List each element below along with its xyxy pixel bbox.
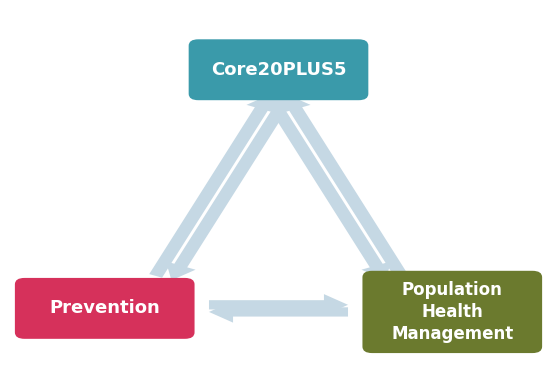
Polygon shape	[209, 294, 348, 315]
Text: Population
Health
Management: Population Health Management	[391, 281, 514, 343]
Text: Prevention: Prevention	[50, 299, 160, 317]
FancyBboxPatch shape	[189, 39, 368, 100]
FancyBboxPatch shape	[363, 271, 542, 353]
Polygon shape	[149, 94, 276, 278]
Text: Core20PLUS5: Core20PLUS5	[211, 61, 346, 79]
Polygon shape	[166, 97, 293, 280]
FancyBboxPatch shape	[15, 278, 194, 339]
Polygon shape	[281, 94, 408, 278]
Polygon shape	[209, 301, 348, 323]
Polygon shape	[264, 97, 391, 280]
